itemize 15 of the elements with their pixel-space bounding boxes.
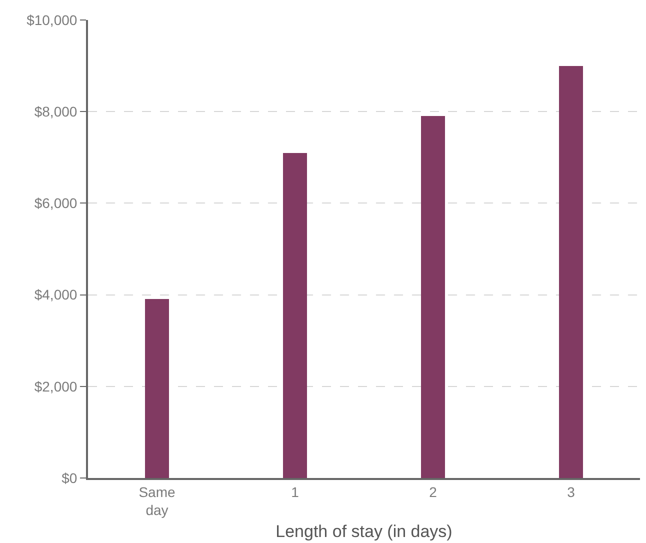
x-tick-label: 3 <box>567 484 576 500</box>
bar <box>421 116 445 478</box>
x-tick-label: 1 <box>291 484 300 500</box>
y-tick-label: $2,000 <box>34 378 78 394</box>
y-tick-label: $4,000 <box>34 286 78 303</box>
x-tick-label: Same day <box>138 484 176 518</box>
x-axis-title: Length of stay (in days) <box>276 522 452 541</box>
y-tick-label: $6,000 <box>34 195 78 212</box>
x-tick-label: 2 <box>429 484 438 500</box>
y-tick-label: $8,000 <box>34 104 78 120</box>
y-tick-label: $10,000 <box>26 12 78 28</box>
bar <box>283 153 307 478</box>
y-tick-label: $0 <box>62 470 78 486</box>
bar <box>559 66 583 478</box>
bar <box>145 299 169 478</box>
